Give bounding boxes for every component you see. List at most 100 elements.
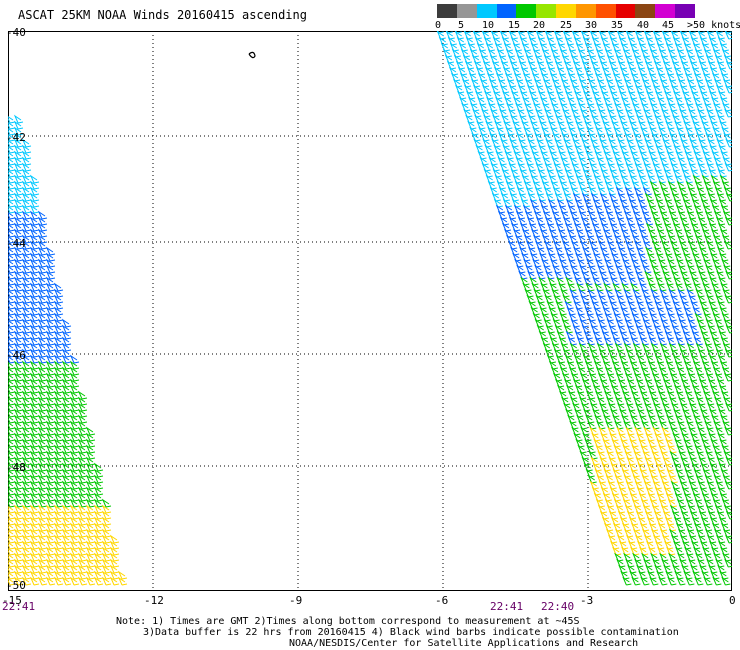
wind-barb xyxy=(723,318,732,328)
wind-barb-stroke xyxy=(53,414,64,424)
wind-barb-stroke xyxy=(669,372,680,382)
wind-barb xyxy=(704,210,715,220)
wind-barb-stroke xyxy=(53,510,64,520)
wind-barb-stroke xyxy=(527,270,537,280)
wind-barb-stroke xyxy=(531,150,541,160)
wind-barb xyxy=(676,48,686,58)
wind-barb-stroke xyxy=(586,180,596,190)
wind-barb-stroke xyxy=(684,336,694,346)
wind-barb xyxy=(586,126,596,136)
wind-barb xyxy=(647,42,657,52)
wind-barb xyxy=(553,348,563,358)
wind-barb xyxy=(675,150,685,160)
wind-barb-stroke xyxy=(559,48,569,58)
wind-barb-stroke xyxy=(21,144,32,154)
wind-barb-stroke xyxy=(8,440,16,448)
wind-barb xyxy=(13,222,24,232)
wind-barb xyxy=(683,174,693,184)
wind-barb-stroke xyxy=(61,402,72,412)
wind-barb xyxy=(703,180,713,190)
wind-barb-stroke xyxy=(13,522,24,532)
wind-barb xyxy=(29,414,40,424)
wind-barb xyxy=(37,414,48,424)
wind-barb xyxy=(514,258,524,268)
wind-barb xyxy=(524,102,534,112)
wind-barb xyxy=(681,168,691,178)
wind-barb xyxy=(13,240,24,250)
wind-barb-stroke xyxy=(523,48,533,58)
wind-barb xyxy=(621,204,631,214)
wind-barb-stroke xyxy=(618,36,628,46)
wind-barb xyxy=(61,486,72,496)
wind-barb xyxy=(665,306,675,316)
wind-barb xyxy=(614,156,624,166)
wind-barb xyxy=(683,306,693,316)
wind-barb xyxy=(559,366,570,376)
wind-barb xyxy=(657,96,667,106)
wind-barb-stroke xyxy=(703,126,713,136)
wind-barb xyxy=(703,126,713,136)
wind-barb-stroke xyxy=(669,264,679,274)
wind-barb xyxy=(699,222,710,232)
wind-barb-stroke xyxy=(533,288,543,298)
wind-barb-stroke xyxy=(552,54,562,64)
wind-barb-stroke xyxy=(639,204,649,214)
wind-barb xyxy=(701,42,711,52)
wind-barb-stroke xyxy=(540,72,551,82)
wind-barb-stroke xyxy=(45,546,56,556)
wind-barb-stroke xyxy=(563,138,573,148)
wind-barb xyxy=(668,288,678,298)
wind-barb xyxy=(654,90,665,100)
wind-barb-stroke xyxy=(703,48,713,58)
wind-barb xyxy=(69,366,80,376)
wind-barb xyxy=(21,402,32,412)
wind-barb xyxy=(627,354,637,364)
wind-barb-stroke xyxy=(687,240,698,250)
wind-barb-stroke xyxy=(21,396,32,406)
wind-barb xyxy=(700,144,710,154)
wind-barb xyxy=(645,36,655,46)
wind-barb-stroke xyxy=(508,31,518,40)
wind-barb-stroke xyxy=(648,282,658,292)
wind-barb-stroke xyxy=(678,132,688,142)
wind-barb-stroke xyxy=(8,362,16,370)
wind-barb xyxy=(710,228,721,238)
wind-barb xyxy=(491,138,501,148)
wind-barb-stroke xyxy=(506,210,517,220)
wind-barb-stroke xyxy=(660,318,670,328)
wind-barb xyxy=(8,278,16,286)
wind-barb-stroke xyxy=(661,216,672,226)
wind-barb-stroke xyxy=(695,288,705,298)
wind-barb xyxy=(651,372,662,382)
wind-barb xyxy=(550,312,560,322)
wind-barb-stroke xyxy=(8,434,16,442)
wind-barb xyxy=(85,468,96,478)
wind-barb xyxy=(679,294,689,304)
wind-barb xyxy=(550,126,560,136)
wind-barb xyxy=(713,78,724,88)
wind-barb xyxy=(8,254,16,262)
wind-barb-stroke xyxy=(590,456,600,466)
wind-barb-stroke xyxy=(21,186,32,196)
wind-barb xyxy=(682,66,693,76)
wind-barb-stroke xyxy=(673,408,683,418)
wind-barb xyxy=(575,306,585,316)
wind-barb xyxy=(539,42,549,52)
wind-barb xyxy=(596,342,606,352)
wind-barb xyxy=(117,576,128,586)
wind-barb xyxy=(710,252,720,262)
wind-barb-stroke xyxy=(639,72,650,82)
wind-barb xyxy=(8,332,16,340)
wind-barb-stroke xyxy=(85,558,96,568)
wind-barb xyxy=(538,198,548,208)
wind-barb-stroke xyxy=(700,66,711,76)
wind-barb-stroke xyxy=(13,420,24,430)
wind-barb xyxy=(620,306,630,316)
wind-barb-stroke xyxy=(616,216,627,226)
wind-barb xyxy=(658,180,668,190)
wind-barb xyxy=(568,180,578,190)
wind-barb xyxy=(628,144,638,154)
wind-barb-stroke xyxy=(8,326,16,334)
wind-barb-stroke xyxy=(664,198,674,208)
wind-barb-stroke xyxy=(619,330,629,340)
